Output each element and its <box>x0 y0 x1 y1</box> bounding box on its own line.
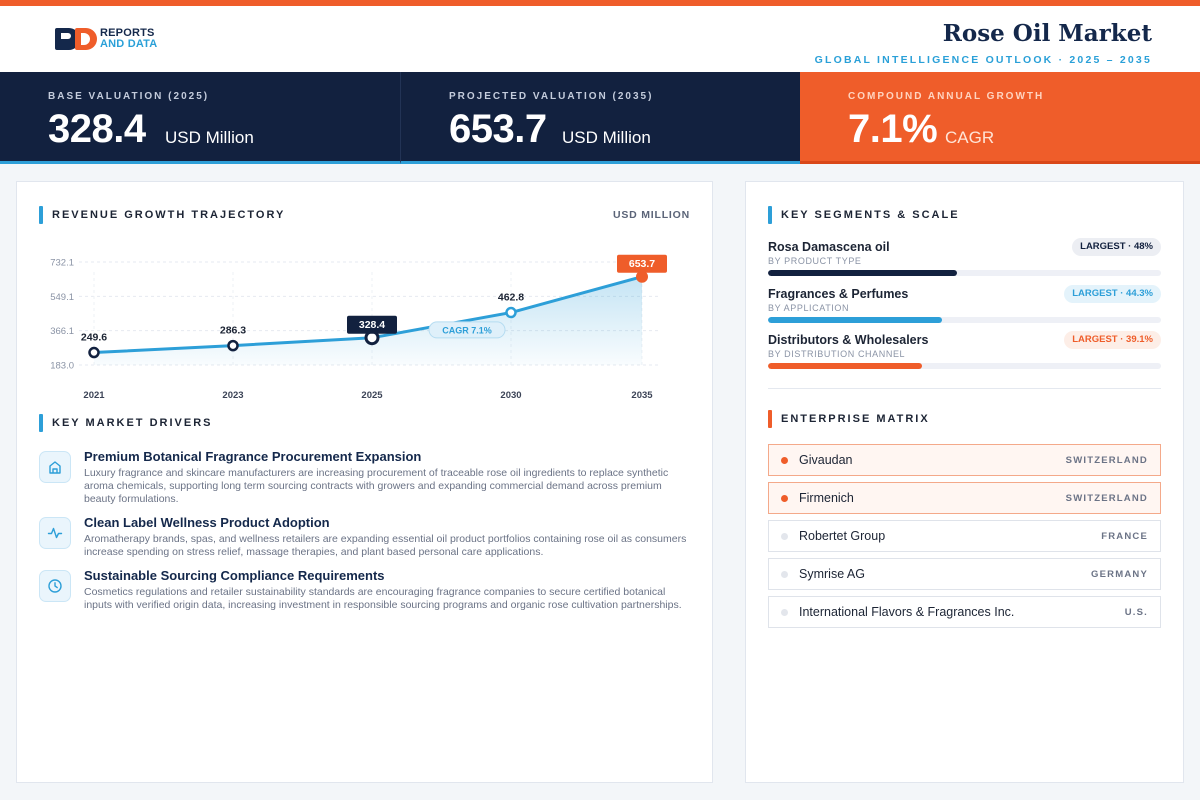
logo-line-1: REPORTS <box>100 27 155 39</box>
logo-mark-icon <box>55 28 97 50</box>
enterprise-row[interactable]: Givaudan SWITZERLAND <box>768 444 1161 476</box>
kpi-value: 653.7 <box>449 107 547 151</box>
data-label: 328.4 <box>359 319 385 331</box>
segment-badge: LARGEST · 39.1% <box>1064 331 1161 349</box>
segments-section-title: KEY SEGMENTS & SCALE <box>768 206 960 224</box>
driver-description: Luxury fragrance and skincare manufactur… <box>84 467 669 505</box>
data-label: 462.8 <box>498 292 524 304</box>
enterprise-country: U.S. <box>1124 607 1148 618</box>
logo-line-2: AND DATA <box>100 38 158 50</box>
enterprise-country: GERMANY <box>1091 569 1148 580</box>
enterprise-name: Givaudan <box>799 453 853 467</box>
kpi-value: 328.4 <box>48 107 146 151</box>
data-label: 653.7 <box>629 258 655 270</box>
x-tick-label: 2023 <box>222 390 243 401</box>
segment-badge: LARGEST · 48% <box>1072 238 1161 256</box>
x-tick-label: 2035 <box>631 390 653 401</box>
segment-share-fill <box>768 317 943 323</box>
data-point <box>227 339 239 352</box>
page-title: Rose Oil Market <box>942 20 1152 47</box>
kpi-unit: USD Million <box>165 128 254 147</box>
drivers-section-title: KEY MARKET DRIVERS <box>39 414 212 432</box>
segment-category: BY APPLICATION <box>768 303 850 313</box>
y-tick-label: 183.0 <box>50 361 74 372</box>
kpi-value: 7.1% <box>848 107 938 151</box>
cagr-pill <box>428 321 506 339</box>
header: REPORTS AND DATA Rose Oil Market GLOBAL … <box>0 6 1200 72</box>
kpi-projected-valuation: PROJECTED VALUATION (2035) 653.7 USD Mil… <box>400 72 800 164</box>
enterprise-row[interactable]: Firmenich SWITZERLAND <box>768 482 1161 514</box>
building-icon <box>39 451 71 483</box>
segment-name: Rosa Damascena oil <box>768 240 890 254</box>
status-dot-icon <box>781 533 788 540</box>
enterprise-name: Firmenich <box>799 491 854 505</box>
kpi-unit: CAGR <box>945 128 995 147</box>
revenue-section-title: REVENUE GROWTH TRAJECTORY <box>39 206 285 224</box>
kpi-base-valuation: BASE VALUATION (2025) 328.4 USD Million <box>0 72 400 164</box>
revenue-chart: 183.0 366.1 549.1 732.1 CAGR 7.1% 249.6 2021 2… <box>50 254 667 401</box>
data-point <box>636 270 648 283</box>
status-dot-icon <box>781 609 788 616</box>
segment-name: Distributors & Wholesalers <box>768 333 929 347</box>
x-tick-label: 2025 <box>361 390 383 401</box>
enterprise-country: FRANCE <box>1101 531 1148 542</box>
enterprise-row[interactable]: Robertet Group FRANCE <box>768 520 1161 552</box>
y-tick-label: 732.1 <box>50 258 74 269</box>
y-tick-label: 549.1 <box>50 292 74 303</box>
enterprise-row[interactable]: International Flavors & Fragrances Inc. … <box>768 596 1161 628</box>
clock-icon <box>39 570 71 602</box>
segment-share-track <box>768 270 1161 276</box>
segments-enterprise-card: KEY SEGMENTS & SCALE Rosa Damascena oil … <box>745 181 1184 783</box>
segment-share-track <box>768 363 1161 369</box>
top-accent-bar <box>0 0 1200 6</box>
enterprise-section-title: ENTERPRISE MATRIX <box>768 410 930 428</box>
driver-description: Cosmetics regulations and retailer susta… <box>84 586 682 611</box>
enterprise-country: SWITZERLAND <box>1065 455 1148 466</box>
enterprise-row[interactable]: Symrise AG GERMANY <box>768 558 1161 590</box>
status-dot-icon <box>781 457 788 464</box>
kpi-label: COMPOUND ANNUAL GROWTH <box>848 91 1045 102</box>
pulse-icon <box>39 517 71 549</box>
enterprise-country: SWITZERLAND <box>1065 493 1148 504</box>
x-tick-label: 2021 <box>83 390 105 401</box>
status-dot-icon <box>781 495 788 502</box>
kpi-label: PROJECTED VALUATION (2035) <box>449 91 654 102</box>
brand-logo[interactable]: REPORTS AND DATA <box>55 28 157 50</box>
driver-title: Clean Label Wellness Product Adoption <box>84 515 330 530</box>
segment-category: BY PRODUCT TYPE <box>768 256 862 266</box>
x-tick-label: 2030 <box>500 390 521 401</box>
logo-text: REPORTS AND DATA <box>100 28 157 50</box>
segment-share-track <box>768 317 1161 323</box>
data-label-bg <box>347 315 397 334</box>
driver-title: Sustainable Sourcing Compliance Requirem… <box>84 568 385 583</box>
segment-share-fill <box>768 363 922 369</box>
data-label: 286.3 <box>220 325 246 337</box>
chart-unit-label: USD MILLION <box>612 209 690 221</box>
area-fill <box>94 276 642 365</box>
segment-badge: LARGEST · 44.3% <box>1064 285 1161 303</box>
kpi-cagr: COMPOUND ANNUAL GROWTH 7.1% CAGR <box>800 72 1200 164</box>
segment-name: Fragrances & Perfumes <box>768 287 909 301</box>
enterprise-name: Robertet Group <box>799 529 886 543</box>
data-point <box>505 306 517 319</box>
cagr-label: CAGR 7.1% <box>442 325 492 335</box>
kpi-label: BASE VALUATION (2025) <box>48 91 210 102</box>
driver-title: Premium Botanical Fragrance Procurement … <box>84 449 422 464</box>
data-label-bg <box>617 254 667 273</box>
driver-description: Aromatherapy brands, spas, and wellness … <box>84 533 687 558</box>
status-dot-icon <box>781 571 788 578</box>
data-point <box>88 346 100 359</box>
page-subtitle: GLOBAL INTELLIGENCE OUTLOOK · 2025 – 203… <box>814 54 1152 66</box>
data-label: 249.6 <box>81 332 107 344</box>
kpi-row: BASE VALUATION (2025) 328.4 USD Million … <box>0 72 1200 164</box>
revenue-drivers-card: REVENUE GROWTH TRAJECTORY USD MILLION 18… <box>16 181 713 783</box>
enterprise-name: International Flavors & Fragrances Inc. <box>799 605 1015 619</box>
kpi-unit: USD Million <box>562 128 651 147</box>
section-divider <box>768 388 1161 389</box>
enterprise-name: Symrise AG <box>799 567 865 581</box>
segment-category: BY DISTRIBUTION CHANNEL <box>768 349 906 359</box>
segment-share-fill <box>768 270 957 276</box>
y-tick-label: 366.1 <box>50 326 74 337</box>
